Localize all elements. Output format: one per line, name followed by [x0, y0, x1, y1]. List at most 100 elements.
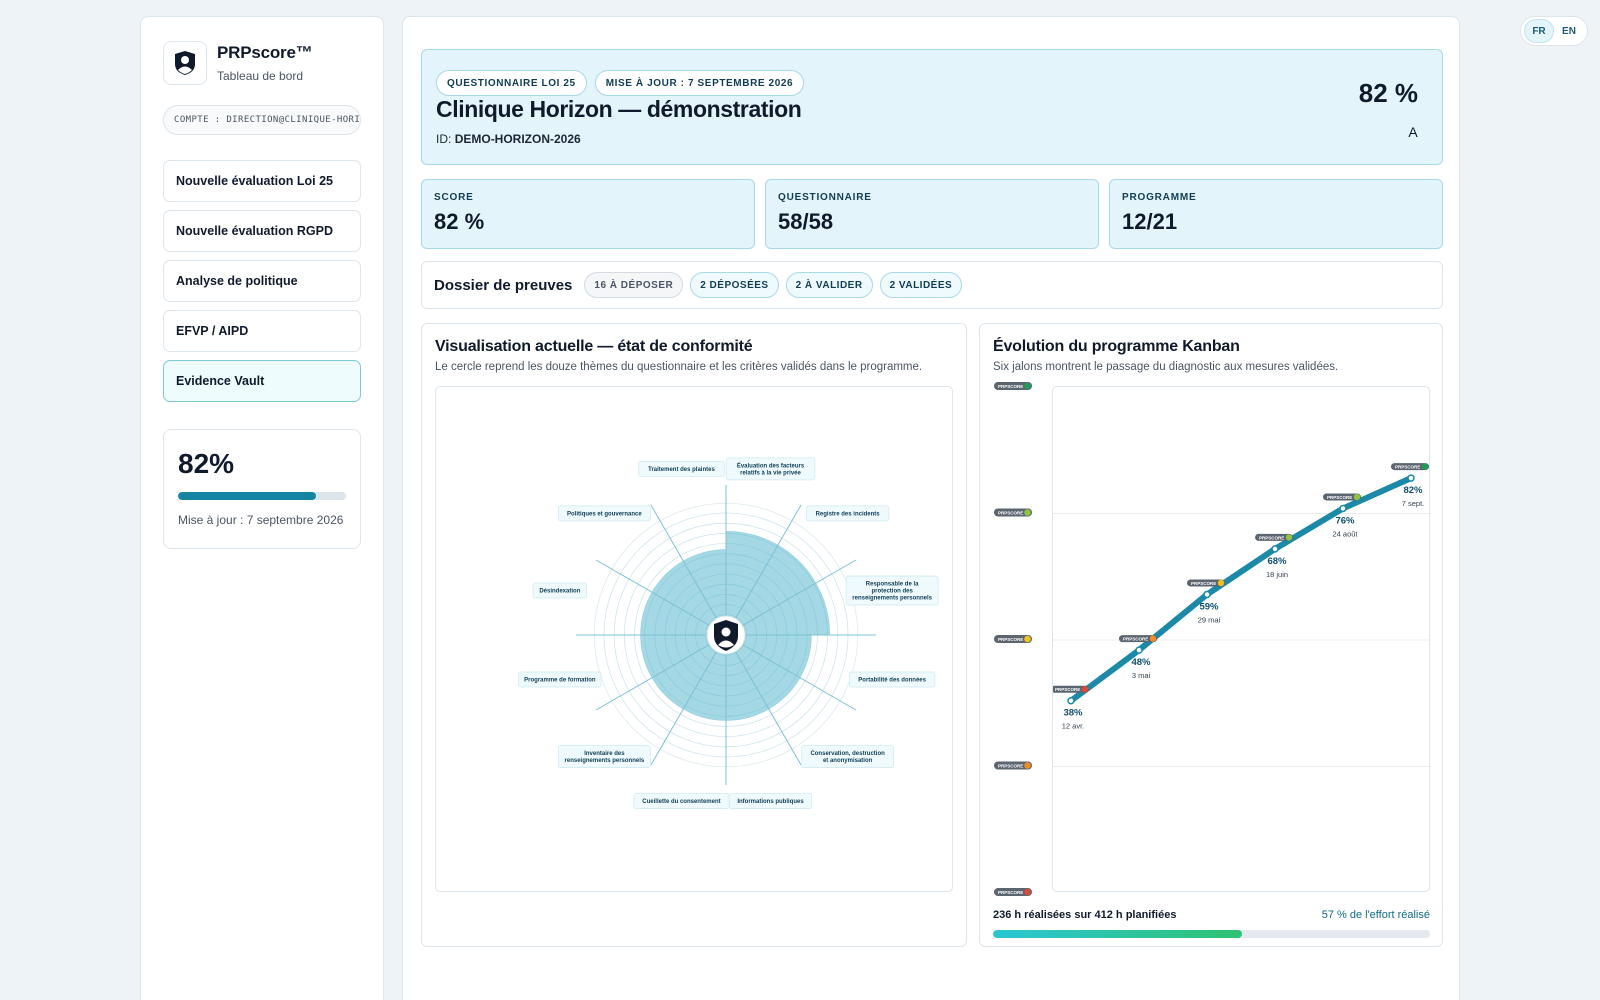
evidence-uploaded-pill[interactable]: 2 DÉPOSÉES: [690, 272, 779, 298]
radar-spoke: [725, 504, 802, 636]
radar-theme-label-text: Désindexation: [539, 588, 580, 594]
kanban-chart-frame: PRPSCORE 38% 12 avr. PRPSCORE 48% 3 mai PRPSCO…: [1051, 386, 1431, 892]
radar-theme-label-box: [845, 575, 939, 606]
milestone-date: 12 avr.: [1062, 722, 1085, 731]
evidence-dossier-bar: Dossier de preuves 16 À DÉPOSER 2 DÉPOSÉ…: [421, 261, 1443, 309]
milestone-date: 7 sept.: [1402, 499, 1425, 508]
milestone-percent: 82%: [1403, 485, 1423, 496]
milestone-percent: 59%: [1199, 601, 1219, 612]
milestone-badge: [1391, 463, 1429, 471]
level-badge: [994, 761, 1032, 770]
radar-theme-label-text: Conservation, destruction: [810, 751, 885, 757]
kanban-subtitle: Six jalons montrent le passage du diagno…: [993, 361, 1339, 373]
nav-policy-analysis[interactable]: Analyse de politique: [163, 260, 361, 302]
lang-en-button[interactable]: EN: [1562, 25, 1576, 37]
nav-new-assessment-loi25[interactable]: Nouvelle évaluation Loi 25: [163, 160, 361, 202]
level-badge-text: PRPSCORE: [998, 637, 1023, 642]
radar-theme-label: Registre des incidents: [806, 505, 890, 522]
milestone-badge-text: PRPSCORE: [1395, 464, 1420, 469]
radar-theme-label-text: Cueillette du consentement: [642, 799, 720, 805]
milestone-percent: 76%: [1335, 515, 1355, 526]
milestone-badge: [1255, 533, 1293, 541]
radar-theme-label-text: renseignements personnels: [852, 595, 932, 601]
level-badge: [994, 888, 1032, 896]
milestone-percent: 68%: [1267, 556, 1287, 567]
radar-spoke: [650, 504, 727, 636]
radar-theme-label-box: [848, 671, 936, 688]
lang-fr-button[interactable]: FR: [1524, 19, 1554, 43]
evidence-to-validate-pill[interactable]: 2 À VALIDER: [785, 272, 873, 298]
sidebar: PRPscore™ Tableau de bord COMPTE : DIREC…: [140, 16, 384, 1000]
brand-logo-icon: [163, 41, 207, 85]
milestone-point: [1339, 504, 1347, 513]
milestone-date: 3 mai: [1132, 671, 1151, 680]
milestone-badge: [1187, 579, 1225, 587]
kpi-row: SCORE 82 % QUESTIONNAIRE 58/58 PROGRAMME…: [421, 179, 1443, 249]
milestone-badge-text: PRPSCORE: [1259, 535, 1284, 540]
radar-spoke: [725, 634, 802, 766]
sidebar-score-card: 82% Mise à jour : 7 septembre 2026: [163, 429, 361, 549]
kanban-milestone: PRPSCORE 76% 24 août: [1323, 493, 1361, 538]
radar-spoke: [650, 634, 727, 766]
compliance-radar-panel: Visualisation actuelle — état de conform…: [421, 323, 967, 947]
brand: PRPscore™ Tableau de bord: [163, 41, 313, 85]
level-marker: PRPSCORE: [994, 382, 1032, 390]
main-content: QUESTIONNAIRE LOI 25 MISE À JOUR : 7 SEP…: [402, 16, 1460, 1000]
evidence-dossier-title: Dossier de preuves: [434, 276, 573, 294]
update-date-chip: MISE À JOUR : 7 SEPTEMBRE 2026: [594, 70, 805, 96]
milestone-point: [1271, 545, 1279, 553]
account-badge: COMPTE : DIRECTION@CLINIQUE-HORIZON: [163, 105, 361, 135]
radar-theme-label-text: Inventaire des: [584, 751, 625, 757]
kanban-title: Évolution du programme Kanban: [993, 338, 1240, 355]
radar-theme-label: Politiques et gouvernance: [558, 505, 651, 522]
organization-title: Clinique Horizon — démonstration: [436, 96, 802, 122]
kanban-milestone: PRPSCORE 82% 7 sept.: [1391, 463, 1429, 508]
radar-theme-label: Portabilité des données: [848, 671, 936, 688]
effort-summary: 236 h réalisées sur 412 h planifiées 57 …: [993, 909, 1430, 921]
level-marker: PRPSCORE: [994, 635, 1032, 643]
kanban-evolution-panel: Évolution du programme Kanban Six jalons…: [979, 323, 1443, 947]
level-marker: PRPSCORE: [994, 761, 1032, 770]
kpi-score-value: 82 %: [434, 209, 485, 234]
sidebar-score-progress-fill: [178, 492, 316, 500]
kpi-programme-value: 12/21: [1122, 209, 1178, 234]
milestone-badge-text: PRPSCORE: [1055, 687, 1080, 692]
radar-theme-label-box: [532, 582, 588, 599]
organization-id-label: ID:: [436, 132, 452, 146]
nav-evidence-vault[interactable]: Evidence Vault: [163, 360, 361, 402]
kpi-questionnaire: QUESTIONNAIRE 58/58: [765, 179, 1099, 249]
level-badge-text: PRPSCORE: [998, 890, 1023, 895]
milestone-percent: 48%: [1131, 657, 1151, 668]
brand-subtitle: Tableau de bord: [217, 69, 304, 83]
brand-name: PRPscore™: [217, 43, 313, 62]
radar-theme-label-text: renseignements personnels: [565, 758, 645, 764]
kanban-milestone: PRPSCORE 38% 12 avr.: [1051, 685, 1089, 731]
milestone-badge-text: PRPSCORE: [1123, 637, 1148, 642]
nav-new-assessment-rgpd[interactable]: Nouvelle évaluation RGPD: [163, 210, 361, 252]
evidence-to-upload-pill[interactable]: 16 À DÉPOSER: [584, 272, 684, 298]
radar-spoke: [595, 559, 727, 636]
radar-spoke: [595, 634, 727, 711]
kanban-milestone: PRPSCORE 68% 18 juin: [1255, 533, 1293, 579]
kpi-score-label: SCORE: [434, 192, 474, 203]
kpi-programme: PROGRAMME 12/21: [1109, 179, 1443, 249]
level-status-dot: [1024, 762, 1031, 769]
milestone-badge: [1119, 635, 1157, 643]
evidence-validated-pill[interactable]: 2 VALIDÉES: [879, 272, 963, 298]
radar-theme-label-text: Traitement des plaintes: [648, 467, 715, 473]
radar-theme-label-box: [518, 671, 602, 688]
kpi-questionnaire-value: 58/58: [778, 209, 834, 234]
kanban-progress-line: [1068, 475, 1414, 704]
level-badge: [994, 635, 1032, 643]
language-toggle: FR EN: [1520, 16, 1588, 46]
questionnaire-chip: QUESTIONNAIRE LOI 25: [436, 70, 587, 96]
radar-theme-label-text: Programme de formation: [524, 678, 596, 684]
effort-progress: [993, 930, 1430, 938]
radar-theme-label-box: [725, 457, 816, 481]
radar-theme-label-box: [558, 505, 651, 522]
milestone-point: [1407, 474, 1415, 482]
nav-efvp-aipd[interactable]: EFVP / AIPD: [163, 310, 361, 352]
